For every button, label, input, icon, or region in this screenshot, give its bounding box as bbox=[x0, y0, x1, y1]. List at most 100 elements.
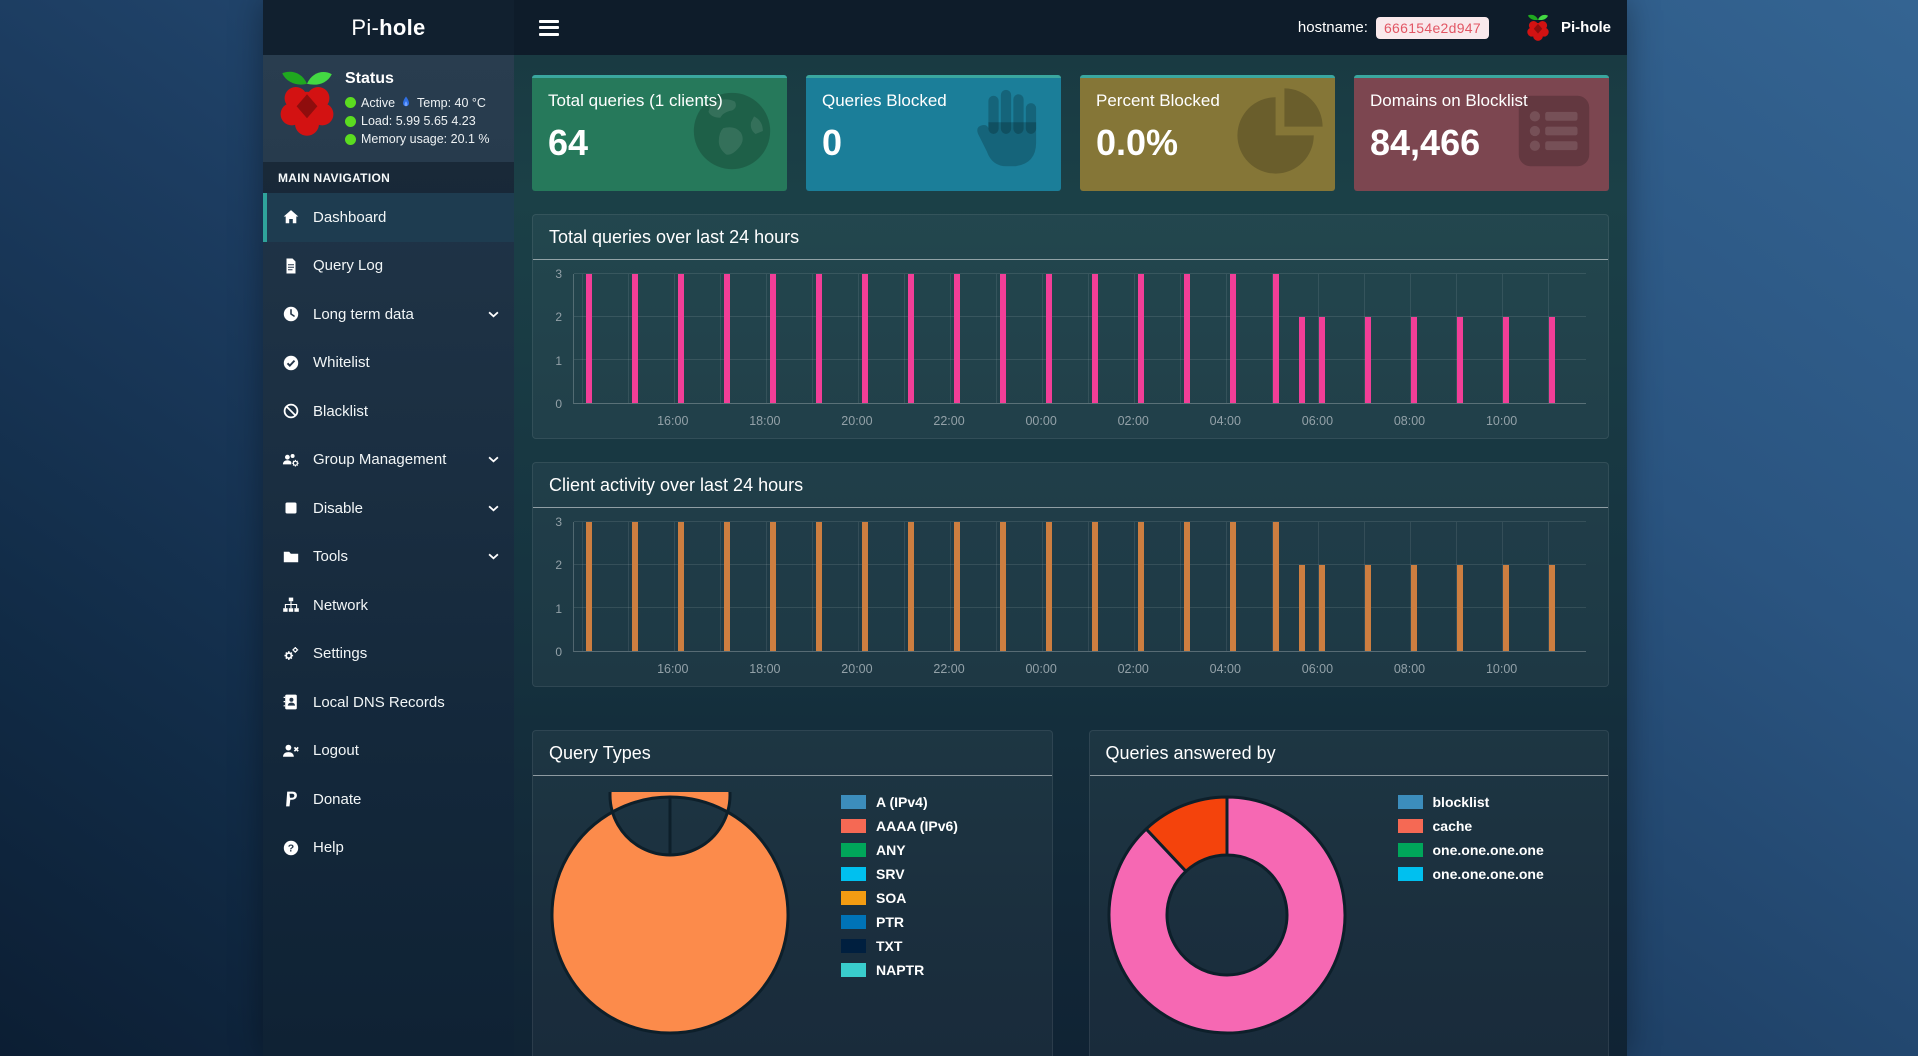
y-tick-label: 3 bbox=[555, 267, 562, 281]
sidebar-item-donate[interactable]: Donate bbox=[263, 775, 514, 824]
status-active-label: Active bbox=[361, 95, 396, 110]
legend-item-ptr[interactable]: PTR bbox=[841, 914, 958, 930]
bar bbox=[678, 522, 685, 651]
sidebar: Status Active Temp: 40 °C Load: 5.99 5.6… bbox=[263, 55, 514, 1056]
gridline bbox=[1547, 274, 1549, 403]
sidebar-item-whitelist[interactable]: Whitelist bbox=[263, 339, 514, 388]
bar bbox=[1318, 317, 1325, 403]
sidebar-item-network[interactable]: Network bbox=[263, 581, 514, 630]
gears-icon bbox=[281, 645, 301, 663]
sidebar-item-blacklist[interactable]: Blacklist bbox=[263, 387, 514, 436]
sidebar-item-logout[interactable]: Logout bbox=[263, 727, 514, 776]
stat-card-total-queries: Total queries (1 clients) 64 bbox=[532, 75, 787, 191]
pie-panels-row: Query Types A (IPv4) AAAA (IPv6) ANY SRV SOA… bbox=[532, 707, 1609, 1056]
gridline bbox=[673, 274, 675, 403]
bar bbox=[1456, 317, 1463, 403]
panel-title: Queries answered by bbox=[1089, 731, 1608, 776]
legend-label: one.one.one.one bbox=[1432, 842, 1544, 858]
y-axis: 0 1 2 3 bbox=[537, 515, 569, 659]
legend-item-aaaa-ipv6-[interactable]: AAAA (IPv6) bbox=[841, 818, 958, 834]
sidebar-item-disable[interactable]: Disable bbox=[263, 484, 514, 533]
bar bbox=[1272, 522, 1279, 651]
gridline bbox=[1087, 522, 1089, 651]
hamburger-bar bbox=[539, 26, 559, 29]
legend-item-soa[interactable]: SOA bbox=[841, 890, 958, 906]
legend-item-a-ipv4-[interactable]: A (IPv4) bbox=[841, 794, 958, 810]
gridline bbox=[1133, 274, 1135, 403]
legend-item-txt[interactable]: TXT bbox=[841, 938, 958, 954]
plot-area bbox=[573, 521, 1586, 652]
x-tick-label: 02:00 bbox=[1117, 414, 1149, 428]
sidebar-item-local-dns-records[interactable]: Local DNS Records bbox=[263, 678, 514, 727]
stat-card-title: Domains on Blocklist bbox=[1370, 91, 1528, 110]
sidebar-item-long-term-data[interactable]: Long term data bbox=[263, 290, 514, 339]
gridline bbox=[995, 522, 997, 651]
x-tick-label: 22:00 bbox=[933, 662, 965, 676]
x-tick-label: 06:00 bbox=[1301, 662, 1334, 676]
bar bbox=[1138, 522, 1145, 651]
gridline bbox=[1501, 274, 1503, 403]
legend-item-any[interactable]: ANY bbox=[841, 842, 958, 858]
gridline bbox=[1547, 522, 1549, 651]
legend-swatch bbox=[841, 795, 866, 809]
legend-label: one.one.one.one bbox=[1432, 866, 1544, 882]
sidebar-item-label: Network bbox=[313, 596, 369, 614]
legend-swatch bbox=[841, 891, 866, 905]
x-tick-label: 22:00 bbox=[933, 414, 965, 428]
bar bbox=[1548, 317, 1555, 403]
legend-label: PTR bbox=[876, 914, 904, 930]
y-tick-label: 3 bbox=[555, 515, 562, 529]
bar bbox=[1000, 274, 1007, 403]
sidebar-item-group-management[interactable]: Group Management bbox=[263, 436, 514, 485]
topbar-right: hostname: 666154e2d947 Pi-hole bbox=[1298, 13, 1611, 42]
legend-item-naptr[interactable]: NAPTR bbox=[841, 962, 958, 978]
bar bbox=[862, 274, 869, 403]
queries-answered-by-legend: blocklist cache one.one.one.one one.one.one… bbox=[1397, 794, 1544, 890]
gridline bbox=[1179, 274, 1181, 403]
brand-logo[interactable]: Pi-hole bbox=[263, 0, 514, 55]
legend-item-one-one-one-one[interactable]: one.one.one.one bbox=[1397, 866, 1544, 882]
legend-swatch bbox=[841, 915, 866, 929]
stat-card-title: Queries Blocked bbox=[822, 91, 947, 110]
gridline bbox=[765, 274, 767, 403]
gridline bbox=[1409, 274, 1411, 403]
y-tick-label: 1 bbox=[555, 353, 562, 368]
sidebar-item-dashboard[interactable]: Dashboard bbox=[263, 193, 514, 242]
legend-swatch bbox=[1397, 819, 1423, 833]
bar bbox=[1272, 274, 1279, 403]
bar bbox=[1046, 522, 1053, 651]
legend-item-blocklist[interactable]: blocklist bbox=[1397, 794, 1544, 810]
gridline bbox=[857, 274, 859, 403]
chevron-down-icon bbox=[488, 456, 499, 463]
sidebar-item-label: Local DNS Records bbox=[313, 693, 445, 711]
sidebar-item-tools[interactable]: Tools bbox=[263, 533, 514, 582]
sidebar-item-help[interactable]: ? Help bbox=[263, 824, 514, 873]
legend-item-one-one-one-one[interactable]: one.one.one.one bbox=[1397, 842, 1544, 858]
bar bbox=[908, 274, 915, 403]
gridline bbox=[1225, 522, 1227, 651]
gridline bbox=[627, 274, 629, 403]
status-memory-label: Memory usage: 20.1 % bbox=[361, 132, 490, 146]
legend-label: AAAA (IPv6) bbox=[876, 818, 958, 834]
ban-icon bbox=[281, 402, 301, 420]
y-tick-label: 2 bbox=[555, 558, 562, 573]
legend-item-srv[interactable]: SRV bbox=[841, 866, 958, 882]
gridline bbox=[811, 522, 813, 651]
bar bbox=[770, 274, 777, 403]
sidebar-item-label: Blacklist bbox=[313, 402, 369, 420]
sidebar-item-label: Logout bbox=[313, 742, 359, 760]
sidebar-toggle-button[interactable] bbox=[536, 18, 562, 38]
gridline bbox=[1087, 274, 1089, 403]
bar bbox=[770, 522, 777, 651]
bar bbox=[1299, 565, 1306, 651]
legend-swatch bbox=[1397, 843, 1423, 857]
stat-card-percent-blocked: Percent Blocked 0.0% bbox=[1080, 75, 1335, 191]
queries-answered-by-donut bbox=[1107, 795, 1346, 1035]
legend-item-cache[interactable]: cache bbox=[1397, 818, 1544, 834]
bar bbox=[1364, 565, 1371, 651]
pie-chart-icon bbox=[1233, 84, 1327, 183]
bar bbox=[1230, 274, 1237, 403]
sidebar-item-query-log[interactable]: Query Log bbox=[263, 242, 514, 291]
raspberry-logo bbox=[275, 67, 339, 139]
sidebar-item-settings[interactable]: Settings bbox=[263, 630, 514, 679]
